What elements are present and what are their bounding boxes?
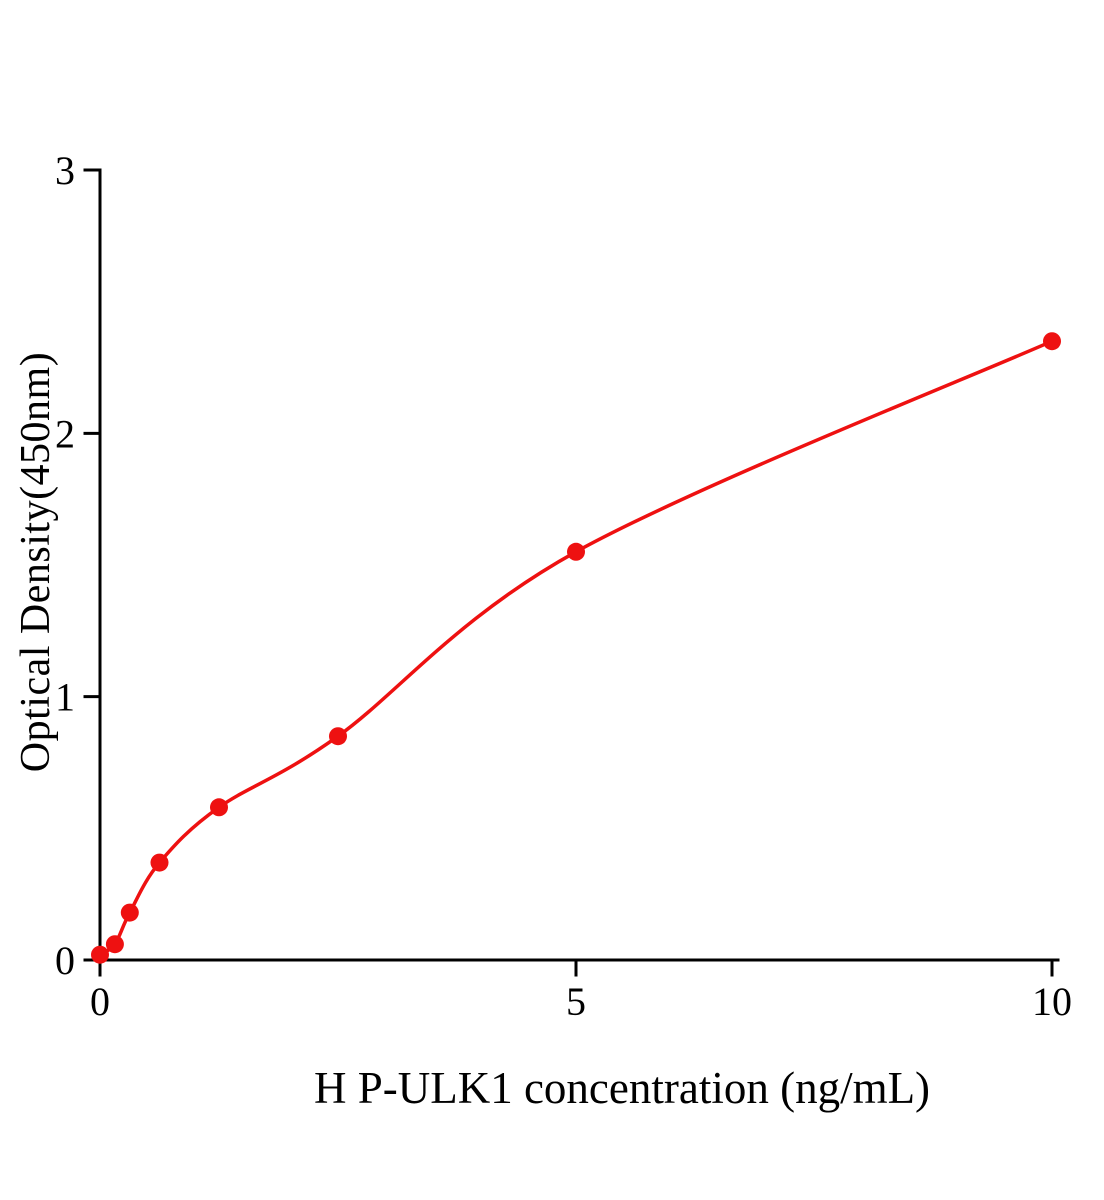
data-point bbox=[150, 853, 169, 872]
x-tick-label: 10 bbox=[1032, 979, 1072, 1024]
x-axis-title: H P-ULK1 concentration (ng/mL) bbox=[313, 1063, 931, 1113]
x-tick-label: 0 bbox=[90, 979, 110, 1024]
fit-curve bbox=[98, 339, 1054, 957]
y-tick-label: 1 bbox=[55, 675, 75, 720]
data-point bbox=[91, 945, 109, 964]
data-point bbox=[329, 727, 347, 746]
data-point bbox=[120, 903, 139, 922]
y-axis-title: Optical Density(450nm) bbox=[13, 351, 59, 773]
data-point bbox=[1043, 332, 1061, 351]
y-tick-label: 2 bbox=[55, 411, 75, 456]
y-tick-label: 0 bbox=[55, 938, 75, 983]
data-point bbox=[105, 935, 124, 954]
data-point bbox=[567, 542, 585, 561]
data-point bbox=[210, 798, 228, 817]
y-tick-label: 3 bbox=[55, 148, 75, 193]
x-tick-label: 5 bbox=[566, 979, 586, 1024]
